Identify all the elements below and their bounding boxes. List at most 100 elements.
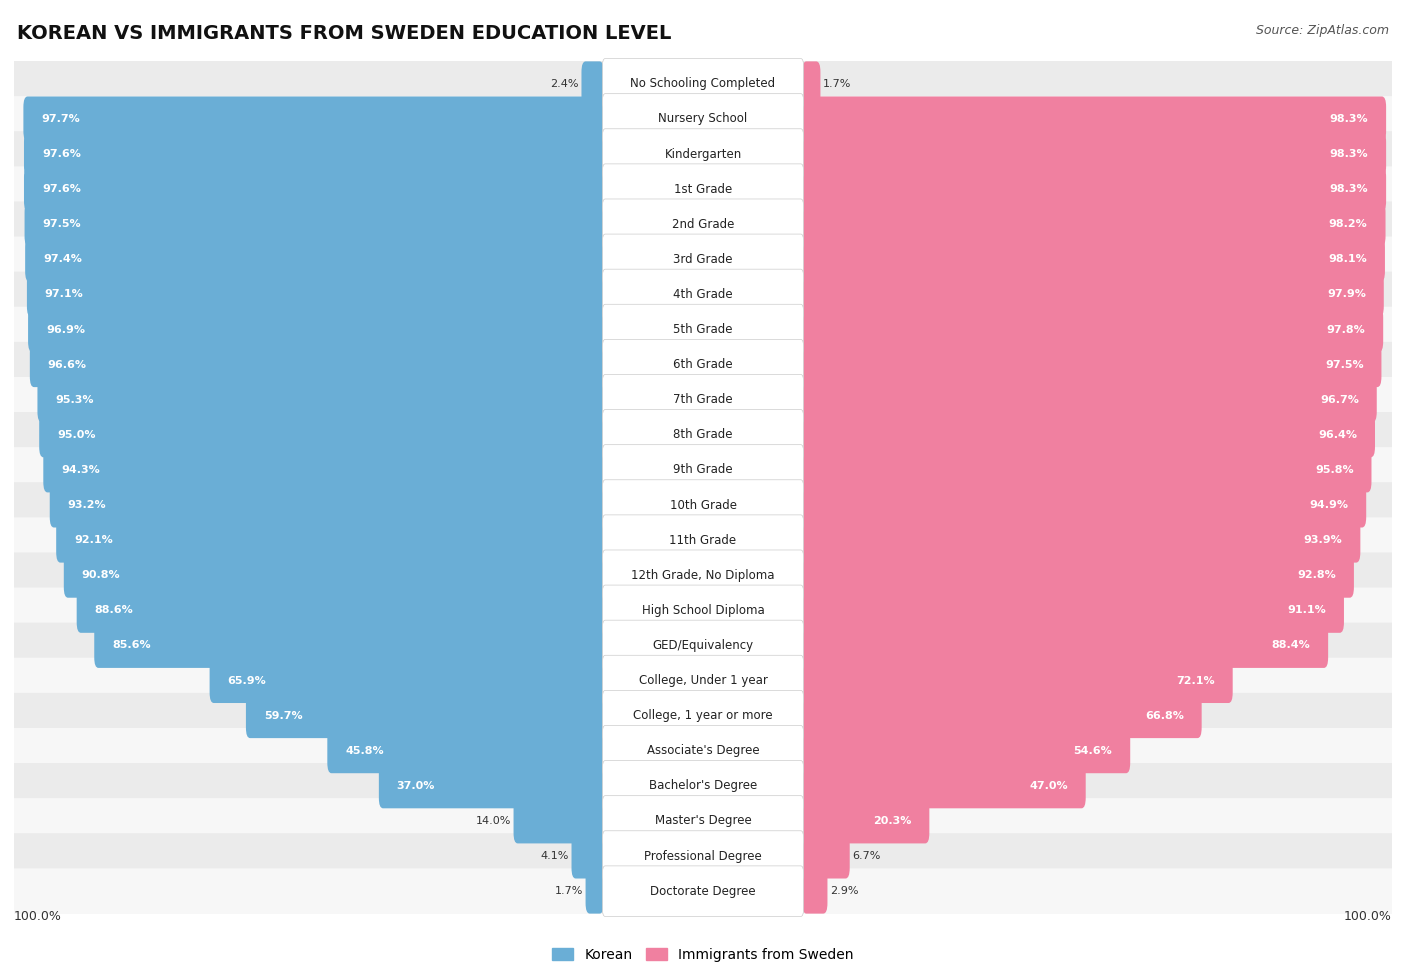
FancyBboxPatch shape (49, 483, 603, 527)
Text: 91.1%: 91.1% (1288, 605, 1326, 615)
Text: Associate's Degree: Associate's Degree (647, 744, 759, 758)
FancyBboxPatch shape (13, 869, 1393, 914)
Text: KOREAN VS IMMIGRANTS FROM SWEDEN EDUCATION LEVEL: KOREAN VS IMMIGRANTS FROM SWEDEN EDUCATI… (17, 24, 671, 43)
Text: 97.9%: 97.9% (1327, 290, 1365, 299)
Text: 98.3%: 98.3% (1330, 114, 1368, 124)
FancyBboxPatch shape (24, 97, 603, 141)
FancyBboxPatch shape (44, 448, 603, 492)
Text: 37.0%: 37.0% (396, 781, 434, 791)
FancyBboxPatch shape (24, 167, 603, 212)
Text: 97.1%: 97.1% (45, 290, 83, 299)
Text: 4th Grade: 4th Grade (673, 288, 733, 301)
FancyBboxPatch shape (602, 94, 804, 144)
Text: 12th Grade, No Diploma: 12th Grade, No Diploma (631, 568, 775, 582)
FancyBboxPatch shape (13, 623, 1393, 668)
FancyBboxPatch shape (13, 763, 1393, 808)
FancyBboxPatch shape (803, 132, 1386, 176)
FancyBboxPatch shape (13, 728, 1393, 773)
FancyBboxPatch shape (602, 515, 804, 566)
Text: 97.5%: 97.5% (1324, 360, 1364, 370)
Text: 96.7%: 96.7% (1320, 395, 1358, 405)
Text: 4.1%: 4.1% (540, 851, 569, 861)
Text: 96.6%: 96.6% (48, 360, 87, 370)
FancyBboxPatch shape (803, 799, 929, 843)
Text: 88.4%: 88.4% (1271, 641, 1310, 650)
FancyBboxPatch shape (513, 799, 603, 843)
Text: High School Diploma: High School Diploma (641, 604, 765, 617)
FancyBboxPatch shape (13, 97, 1393, 141)
FancyBboxPatch shape (585, 869, 603, 914)
FancyBboxPatch shape (602, 339, 804, 390)
Text: Source: ZipAtlas.com: Source: ZipAtlas.com (1256, 24, 1389, 37)
FancyBboxPatch shape (803, 834, 849, 878)
FancyBboxPatch shape (13, 693, 1393, 738)
FancyBboxPatch shape (13, 553, 1393, 598)
FancyBboxPatch shape (803, 448, 1371, 492)
Text: 92.8%: 92.8% (1298, 570, 1336, 580)
FancyBboxPatch shape (13, 237, 1393, 282)
Text: 92.1%: 92.1% (75, 535, 112, 545)
FancyBboxPatch shape (13, 61, 1393, 106)
Text: 94.9%: 94.9% (1309, 500, 1348, 510)
Text: College, Under 1 year: College, Under 1 year (638, 674, 768, 687)
Text: 98.2%: 98.2% (1329, 219, 1368, 229)
Text: 97.6%: 97.6% (42, 149, 80, 159)
FancyBboxPatch shape (13, 799, 1393, 843)
FancyBboxPatch shape (13, 412, 1393, 457)
FancyBboxPatch shape (602, 480, 804, 530)
FancyBboxPatch shape (13, 518, 1393, 563)
Text: 1.7%: 1.7% (554, 886, 583, 896)
Text: Master's Degree: Master's Degree (655, 814, 751, 828)
Text: 1st Grade: 1st Grade (673, 182, 733, 196)
FancyBboxPatch shape (803, 658, 1233, 703)
FancyBboxPatch shape (13, 377, 1393, 422)
FancyBboxPatch shape (803, 588, 1344, 633)
Text: 47.0%: 47.0% (1029, 781, 1067, 791)
FancyBboxPatch shape (602, 410, 804, 460)
FancyBboxPatch shape (13, 342, 1393, 387)
Text: 90.8%: 90.8% (82, 570, 121, 580)
FancyBboxPatch shape (602, 304, 804, 355)
FancyBboxPatch shape (328, 728, 603, 773)
FancyBboxPatch shape (803, 167, 1386, 212)
FancyBboxPatch shape (13, 658, 1393, 703)
FancyBboxPatch shape (24, 132, 603, 176)
Text: 20.3%: 20.3% (873, 816, 911, 826)
FancyBboxPatch shape (24, 202, 603, 247)
Text: 96.9%: 96.9% (46, 325, 84, 334)
Text: 97.8%: 97.8% (1326, 325, 1365, 334)
Text: 97.7%: 97.7% (41, 114, 80, 124)
FancyBboxPatch shape (602, 58, 804, 109)
FancyBboxPatch shape (602, 234, 804, 285)
FancyBboxPatch shape (209, 658, 603, 703)
FancyBboxPatch shape (602, 550, 804, 601)
FancyBboxPatch shape (803, 61, 821, 106)
FancyBboxPatch shape (602, 866, 804, 916)
FancyBboxPatch shape (803, 728, 1130, 773)
FancyBboxPatch shape (13, 132, 1393, 176)
Text: 1.7%: 1.7% (823, 79, 852, 89)
FancyBboxPatch shape (56, 518, 603, 563)
Legend: Korean, Immigrants from Sweden: Korean, Immigrants from Sweden (547, 943, 859, 967)
Text: 2nd Grade: 2nd Grade (672, 217, 734, 231)
Text: 2.4%: 2.4% (550, 79, 579, 89)
FancyBboxPatch shape (602, 374, 804, 425)
Text: 14.0%: 14.0% (475, 816, 510, 826)
FancyBboxPatch shape (803, 412, 1375, 457)
Text: 97.6%: 97.6% (42, 184, 80, 194)
FancyBboxPatch shape (571, 834, 603, 878)
FancyBboxPatch shape (803, 623, 1329, 668)
FancyBboxPatch shape (13, 202, 1393, 247)
Text: 94.3%: 94.3% (62, 465, 100, 475)
FancyBboxPatch shape (25, 237, 603, 282)
Text: 45.8%: 45.8% (346, 746, 384, 756)
FancyBboxPatch shape (803, 763, 1085, 808)
FancyBboxPatch shape (30, 342, 603, 387)
Text: 88.6%: 88.6% (94, 605, 134, 615)
Text: 96.4%: 96.4% (1317, 430, 1357, 440)
Text: 8th Grade: 8th Grade (673, 428, 733, 442)
FancyBboxPatch shape (803, 693, 1202, 738)
FancyBboxPatch shape (13, 588, 1393, 633)
Text: 6th Grade: 6th Grade (673, 358, 733, 371)
Text: 7th Grade: 7th Grade (673, 393, 733, 407)
